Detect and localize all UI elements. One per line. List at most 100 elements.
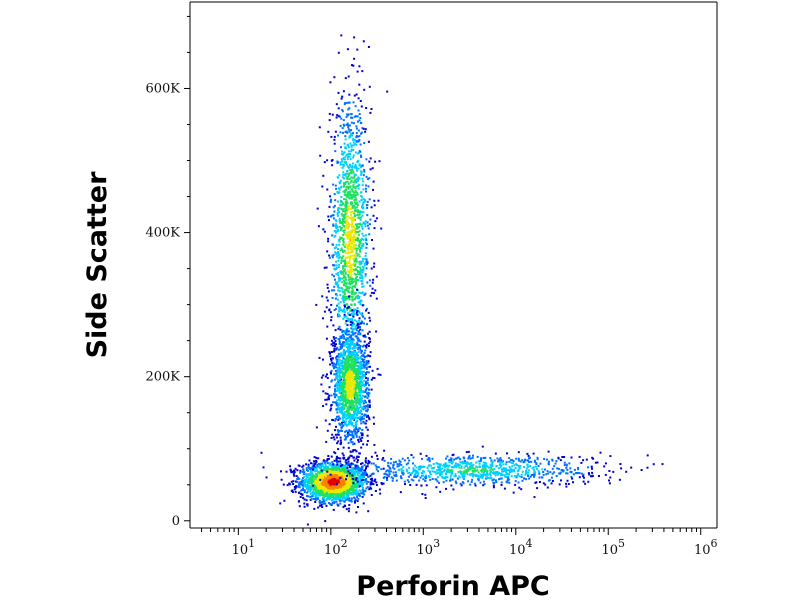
scatter-point xyxy=(355,450,358,453)
scatter-point xyxy=(365,158,368,161)
scatter-point xyxy=(354,143,357,145)
scatter-point xyxy=(325,440,328,443)
scatter-point xyxy=(317,479,320,482)
scatter-point xyxy=(350,455,353,458)
scatter-point xyxy=(339,462,342,465)
scatter-point xyxy=(360,389,363,392)
scatter-point xyxy=(352,181,355,184)
scatter-point xyxy=(359,250,362,253)
scatter-point xyxy=(346,285,349,288)
scatter-point xyxy=(362,390,365,393)
scatter-point xyxy=(361,350,364,352)
scatter-point xyxy=(339,502,342,505)
scatter-point xyxy=(335,363,338,366)
scatter-point xyxy=(381,483,384,486)
scatter-point xyxy=(362,188,365,191)
scatter-point xyxy=(353,256,356,259)
scatter-point xyxy=(469,467,472,469)
scatter-point xyxy=(345,222,348,225)
scatter-point xyxy=(368,337,371,339)
scatter-point xyxy=(399,460,402,463)
scatter-point xyxy=(356,376,359,379)
scatter-point xyxy=(337,355,340,358)
scatter-point xyxy=(343,289,346,292)
scatter-point xyxy=(339,481,342,483)
scatter-point xyxy=(336,442,339,445)
scatter-point xyxy=(367,345,370,347)
scatter-point xyxy=(339,384,342,386)
scatter-point xyxy=(521,470,524,473)
scatter-point xyxy=(336,461,338,463)
scatter-point xyxy=(361,214,364,217)
scatter-point xyxy=(352,243,355,246)
scatter-point xyxy=(305,463,308,466)
scatter-point xyxy=(358,270,361,273)
scatter-point xyxy=(342,417,345,419)
scatter-point xyxy=(327,470,330,473)
scatter-point xyxy=(351,395,354,398)
scatter-point xyxy=(316,473,318,476)
scatter-point xyxy=(331,243,334,246)
scatter-point xyxy=(395,473,397,476)
scatter-point xyxy=(295,485,297,488)
scatter-point xyxy=(323,466,326,469)
scatter-point xyxy=(367,393,370,396)
scatter-point xyxy=(365,409,368,412)
scatter-point xyxy=(354,298,356,301)
scatter-point xyxy=(359,328,362,331)
scatter-point xyxy=(352,311,355,314)
scatter-point xyxy=(368,160,371,163)
scatter-point xyxy=(351,211,353,214)
scatter-point xyxy=(326,462,329,465)
scatter-point xyxy=(345,383,348,386)
scatter-point xyxy=(350,276,353,279)
scatter-point xyxy=(337,207,340,210)
scatter-point xyxy=(357,357,360,360)
scatter-point xyxy=(336,225,338,228)
scatter-point xyxy=(359,395,362,398)
scatter-point xyxy=(351,490,354,493)
scatter-point xyxy=(353,442,356,445)
scatter-point xyxy=(352,211,355,213)
scatter-point xyxy=(342,484,344,486)
scatter-point xyxy=(333,483,336,486)
scatter-point xyxy=(353,313,356,315)
scatter-point xyxy=(357,373,359,376)
scatter-point xyxy=(318,499,321,502)
scatter-point xyxy=(354,164,357,167)
scatter-point xyxy=(356,343,359,346)
scatter-point xyxy=(347,244,349,247)
scatter-point xyxy=(353,268,355,271)
scatter-point xyxy=(361,127,364,130)
scatter-point xyxy=(333,309,336,311)
scatter-point xyxy=(350,275,353,278)
scatter-point xyxy=(300,492,302,495)
scatter-point xyxy=(344,209,347,212)
scatter-point xyxy=(354,206,357,209)
scatter-point xyxy=(344,436,347,439)
scatter-point xyxy=(365,414,368,417)
scatter-point xyxy=(327,467,330,470)
scatter-point xyxy=(344,295,346,298)
scatter-point xyxy=(344,262,347,265)
scatter-point xyxy=(348,155,351,158)
scatter-point xyxy=(332,491,335,493)
scatter-point xyxy=(365,381,367,384)
scatter-point xyxy=(359,478,362,481)
scatter-point xyxy=(329,494,332,497)
scatter-point xyxy=(301,479,304,482)
scatter-point xyxy=(328,308,331,311)
scatter-point xyxy=(352,415,355,418)
scatter-point xyxy=(346,223,349,226)
scatter-point xyxy=(319,484,322,487)
scatter-point xyxy=(361,399,364,402)
scatter-point xyxy=(349,266,352,269)
scatter-point xyxy=(367,332,369,335)
scatter-point xyxy=(368,416,371,419)
scatter-point xyxy=(315,489,318,492)
scatter-point xyxy=(353,471,356,474)
scatter-point xyxy=(339,256,341,259)
scatter-point xyxy=(342,334,345,337)
scatter-point xyxy=(321,471,324,474)
scatter-point xyxy=(288,482,291,485)
